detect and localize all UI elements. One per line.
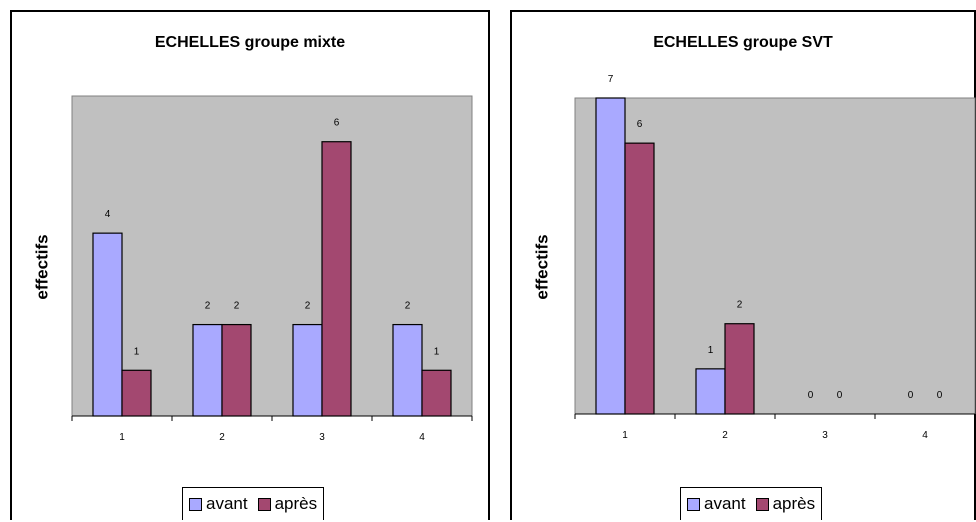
- x-tick-label: 2: [722, 430, 728, 441]
- legend-label-avant: avant: [704, 494, 746, 513]
- data-label-avant: 4: [105, 209, 111, 220]
- x-tick-label: 2: [219, 432, 225, 443]
- x-tick-label: 1: [119, 432, 125, 443]
- plot-area: 1 7 6 2 1 2 3 0 0 4 0 0: [574, 74, 976, 441]
- data-label-avant: 1: [708, 345, 714, 356]
- bar-avant: [595, 97, 626, 415]
- legend-item-avant: avant: [687, 494, 746, 514]
- bar-apres: [624, 142, 655, 415]
- x-tick-label: 4: [419, 432, 425, 443]
- bar-apres: [724, 323, 755, 415]
- data-label-avant: 7: [608, 74, 614, 85]
- data-label-apres: 2: [737, 300, 743, 311]
- x-tick-label: 4: [922, 430, 928, 441]
- data-label-apres: 2: [234, 301, 240, 312]
- data-label-avant: 0: [808, 390, 814, 401]
- data-label-apres: 0: [937, 390, 943, 401]
- x-tick-label: 1: [622, 430, 628, 441]
- legend-swatch-avant: [687, 497, 700, 511]
- legend-item-avant: avant: [189, 494, 248, 514]
- bar-avant: [192, 323, 223, 417]
- data-label-apres: 1: [134, 346, 140, 357]
- legend-swatch-apres: [257, 497, 271, 511]
- x-tick-label: 3: [822, 430, 828, 441]
- data-label-apres: 1: [434, 346, 440, 357]
- data-label-avant: 2: [205, 301, 211, 312]
- data-label-avant: 0: [908, 390, 914, 401]
- data-label-apres: 6: [334, 118, 340, 129]
- legend-swatch-apres: [755, 497, 769, 511]
- data-label-avant: 2: [405, 301, 411, 312]
- data-label-apres: 0: [837, 390, 843, 401]
- legend-label-apres: après: [274, 494, 318, 513]
- data-label-avant: 2: [305, 301, 311, 312]
- bar-avant: [695, 368, 726, 415]
- legend-swatch-avant: [189, 497, 202, 511]
- legend-item-apres: après: [755, 494, 816, 514]
- legend: avant après: [680, 487, 823, 520]
- bar-apres: [221, 323, 252, 417]
- legend: avant après: [182, 487, 325, 520]
- bar-apres: [421, 369, 452, 417]
- chart-title: ECHELLES groupe SVT: [653, 34, 833, 51]
- data-label-apres: 6: [637, 119, 643, 130]
- chart-title: ECHELLES groupe mixte: [154, 34, 346, 51]
- bar-apres: [321, 141, 352, 417]
- x-tick-label: 3: [319, 432, 325, 443]
- bar-apres: [121, 369, 152, 417]
- legend-label-avant: avant: [206, 494, 248, 513]
- bar-avant: [392, 323, 423, 417]
- bar-avant: [92, 232, 123, 417]
- legend-label-apres: après: [772, 494, 816, 513]
- plot-area: 1 4 1 2 2 2 3 2 6 4 2 1: [71, 95, 473, 443]
- legend-item-apres: après: [257, 494, 318, 514]
- bar-avant: [292, 323, 323, 417]
